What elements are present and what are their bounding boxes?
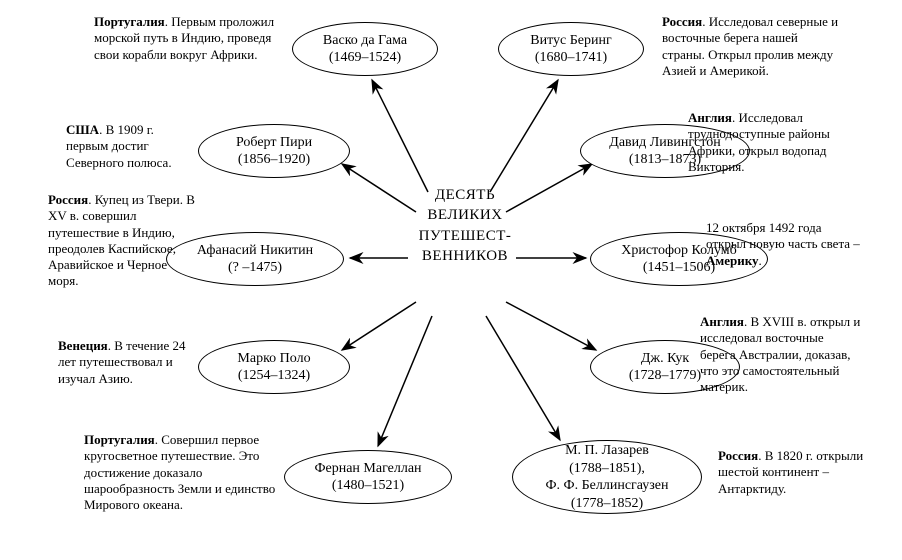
desc-cook: Англия. В XVIII в. открыл и исследовал в… bbox=[700, 314, 862, 395]
desc-bering: Россия. Исследовал северные и восточные … bbox=[662, 14, 840, 79]
node-marco-polo: Марко Поло (1254–1324) bbox=[198, 340, 350, 394]
title-line-1: ДЕСЯТЬ bbox=[410, 185, 520, 205]
node-label: Васко да Гама bbox=[323, 32, 407, 50]
node-label: Марко Поло bbox=[237, 350, 310, 368]
center-title: ДЕСЯТЬ ВЕЛИКИХ ПУТЕШЕСТ- ВЕННИКОВ bbox=[410, 185, 520, 266]
title-line-2: ВЕЛИКИХ bbox=[410, 205, 520, 225]
desc-magellan: Португалия. Совершил первое кругосветное… bbox=[84, 432, 276, 513]
node-robert-peary: Роберт Пири (1856–1920) bbox=[198, 124, 350, 178]
node-label: Роберт Пири bbox=[236, 134, 312, 152]
node-label: Дж. Кук bbox=[641, 350, 689, 368]
desc-vasco: Португалия. Первым проложил морской путь… bbox=[94, 14, 282, 63]
node-label: Витус Беринг bbox=[530, 32, 611, 50]
node-years: (1856–1920) bbox=[238, 151, 310, 169]
desc-nikitin: Россия. Купец из Твери. В XV в. совершил… bbox=[48, 192, 200, 290]
node-years: (1254–1324) bbox=[238, 367, 310, 385]
desc-columbus: 12 октября 1492 года открыл новую часть … bbox=[706, 220, 864, 269]
node-years: (1728–1779) bbox=[629, 367, 701, 385]
node-lazarev-bellingshausen: М. П. Лазарев (1788–1851), Ф. Ф. Беллинс… bbox=[512, 440, 702, 514]
diagram-stage: ДЕСЯТЬ ВЕЛИКИХ ПУТЕШЕСТ- ВЕННИКОВ Васко … bbox=[0, 0, 902, 560]
node-label: М. П. Лазарев (1788–1851), Ф. Ф. Беллинс… bbox=[545, 442, 668, 495]
node-years: (1451–1506) bbox=[643, 259, 715, 277]
title-line-4: ВЕННИКОВ bbox=[410, 246, 520, 266]
desc-lazarev: Россия. В 1820 г. открыли шестой контине… bbox=[718, 448, 868, 497]
node-years: (1480–1521) bbox=[332, 477, 404, 495]
node-vitus-bering: Витус Беринг (1680–1741) bbox=[498, 22, 644, 76]
node-label: Афанасий Никитин bbox=[197, 242, 313, 260]
node-years: (1778–1852) bbox=[571, 495, 643, 513]
node-label: Фернан Магеллан bbox=[314, 460, 421, 478]
desc-polo: Венеция. В течение 24 лет путешествовал … bbox=[58, 338, 206, 387]
node-magellan: Фернан Магеллан (1480–1521) bbox=[284, 450, 452, 504]
desc-livingston: Англия. Исследовал труднодоступные район… bbox=[688, 110, 860, 175]
desc-peary: США. В 1909 г. первым достиг Северного п… bbox=[66, 122, 194, 171]
node-years: (? –1475) bbox=[228, 259, 282, 277]
node-years: (1469–1524) bbox=[329, 49, 401, 67]
title-line-3: ПУТЕШЕСТ- bbox=[410, 226, 520, 246]
node-years: (1680–1741) bbox=[535, 49, 607, 67]
node-vasco-da-gama: Васко да Гама (1469–1524) bbox=[292, 22, 438, 76]
